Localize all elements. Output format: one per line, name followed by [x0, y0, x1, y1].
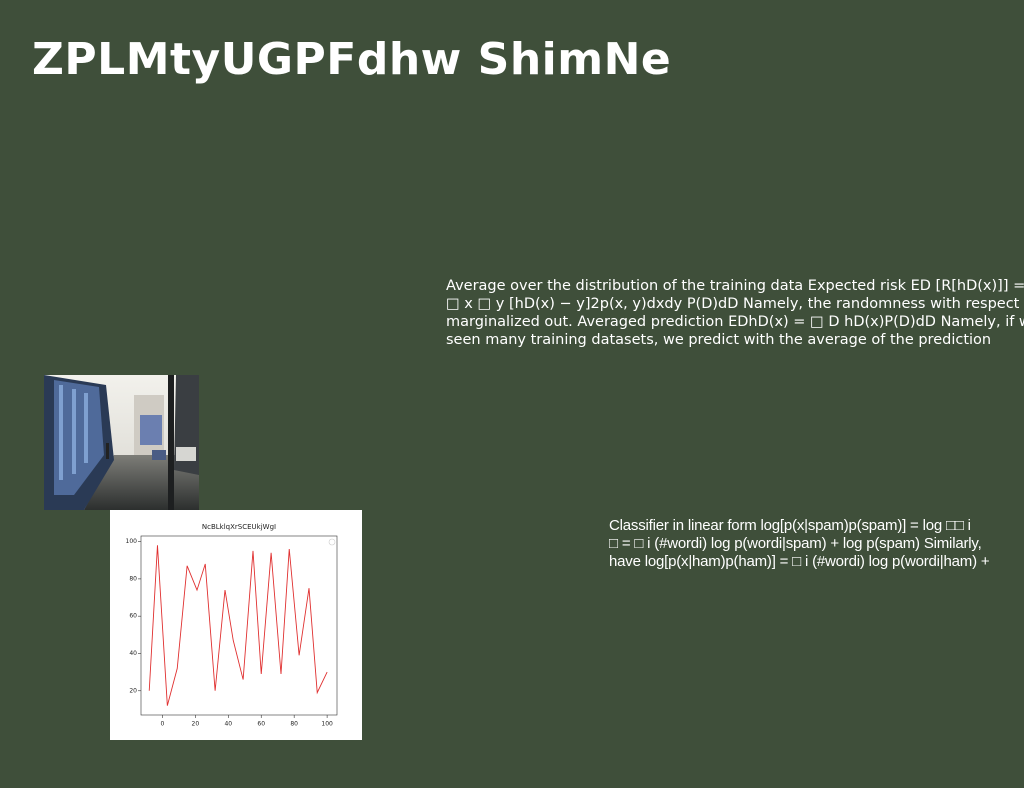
x-tick-label: 80 — [290, 721, 298, 728]
text-line: marginalized out. Averaged prediction ED… — [446, 314, 1024, 330]
street-photo — [44, 375, 199, 510]
x-tick-label: 60 — [257, 721, 265, 728]
x-tick-label: 0 — [160, 721, 164, 728]
line-chart: NcBLklqXrSCEUkjWgI 0 20 40 60 80 100 20 40 60 80 10… — [110, 510, 362, 740]
text-line: Classifier in linear form log[p(x|spam)p… — [609, 517, 971, 534]
y-tick-label: 80 — [129, 575, 137, 582]
plot-frame — [140, 535, 338, 716]
y-tick-label: 60 — [129, 613, 137, 620]
x-tick-label: 100 — [321, 721, 333, 728]
text-line: have log[p(x|ham)p(ham)] = □ i (#wordi) … — [609, 553, 990, 570]
y-tick-label: 20 — [129, 687, 137, 694]
y-tick-label: 100 — [126, 538, 138, 545]
chart-title: NcBLklqXrSCEUkjWgI — [202, 523, 276, 531]
text-line: □ = □ i (#wordi) log p(wordi|spam) + log… — [609, 535, 982, 552]
x-tick-label: 20 — [192, 721, 200, 728]
text-line: Average over the distribution of the tra… — [446, 278, 1024, 294]
x-tick-label: 40 — [224, 721, 232, 728]
text-block: Classifier in linear form log[p(x|spam)p… — [609, 517, 990, 571]
text-line: □ x □ y [hD(x) − y]2p(x, y)dxdy P(D)dD N… — [446, 296, 1024, 312]
legend-marker — [328, 538, 336, 546]
text-block: Average over the distribution of the tra… — [446, 277, 1024, 349]
slide-title: ZPLMtyUGPFdhw ShimNe — [32, 34, 672, 85]
data-line — [148, 545, 328, 706]
text-line: seen many training datasets, we predict … — [446, 332, 992, 348]
y-tick-label: 40 — [129, 650, 137, 657]
